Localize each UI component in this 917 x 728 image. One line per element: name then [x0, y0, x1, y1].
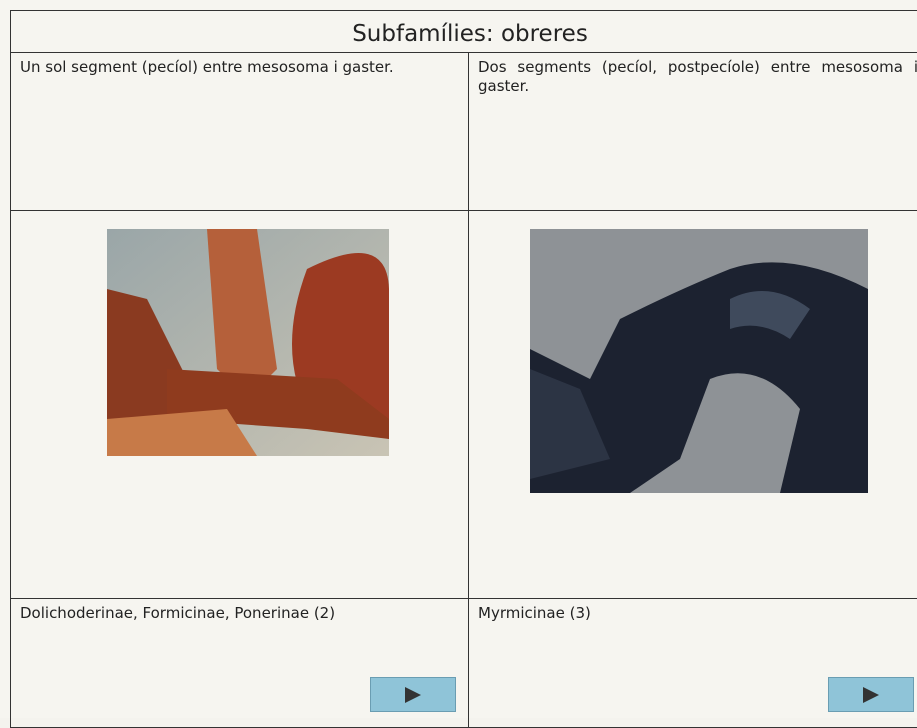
play-icon — [863, 687, 879, 703]
image-cell — [468, 210, 917, 599]
description-cell: Un sol segment (pecíol) entre mesosoma i… — [10, 52, 469, 211]
description-cell: Dos segments (pecíol, postpecíole) entre… — [468, 52, 917, 211]
photo — [530, 229, 868, 493]
play-button[interactable] — [828, 677, 914, 712]
image-cell — [10, 210, 469, 599]
subfamily-label: Myrmicinae (3) — [478, 604, 591, 622]
photo — [107, 229, 389, 456]
play-button[interactable] — [370, 677, 456, 712]
title: Subfamílies: obreres — [10, 10, 917, 53]
subfamily-label: Dolichoderinae, Formicinae, Ponerinae (2… — [20, 604, 336, 622]
play-icon — [405, 687, 421, 703]
